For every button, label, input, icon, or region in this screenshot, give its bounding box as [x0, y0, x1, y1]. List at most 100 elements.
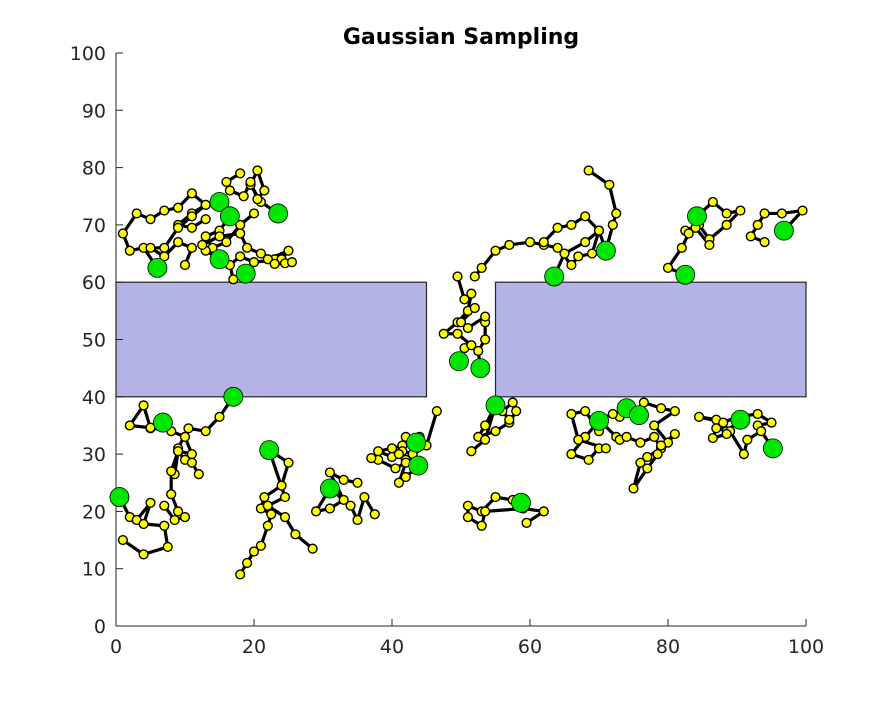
sample-point: [469, 302, 480, 314]
sample-point: [642, 463, 653, 474]
sample-point: [649, 420, 660, 431]
sample-point: [242, 557, 253, 569]
sample-point: [193, 469, 204, 480]
seed-point: [209, 249, 230, 270]
sample-point: [507, 397, 518, 408]
sample-point: [490, 426, 501, 437]
y-tick-label: 70: [82, 215, 106, 237]
sample-point: [480, 311, 491, 322]
sample-point: [369, 509, 380, 520]
sample-point: [611, 208, 622, 219]
sample-point: [524, 236, 536, 248]
sample-point: [583, 165, 594, 176]
sample-point: [221, 176, 232, 188]
sample-point: [173, 222, 184, 233]
sample-point: [338, 474, 349, 485]
sample-point: [652, 449, 663, 460]
sample-point: [504, 414, 515, 425]
sample-point: [186, 222, 198, 233]
sample-point: [166, 489, 177, 500]
sample-point: [642, 451, 653, 463]
sample-point: [352, 514, 363, 526]
sample-point: [469, 271, 480, 282]
sample-point: [235, 228, 246, 239]
sample-point: [538, 506, 549, 517]
sample-point: [400, 471, 411, 483]
sample-point: [566, 408, 577, 420]
sample-point: [480, 506, 491, 517]
sample-point: [262, 500, 273, 511]
sample-point: [259, 491, 270, 503]
y-tick-label: 60: [82, 272, 106, 294]
y-tick-label: 90: [82, 100, 106, 122]
seed-point: [589, 410, 609, 431]
x-tick-label: 100: [788, 636, 824, 658]
sample-point: [776, 208, 787, 219]
seed-point: [147, 257, 168, 278]
sample-point: [117, 534, 129, 546]
sample-point: [138, 549, 149, 560]
sample-point: [252, 165, 263, 176]
sample-point: [752, 219, 763, 231]
sample-point: [586, 248, 598, 259]
sample-point: [276, 480, 287, 491]
sample-point: [373, 446, 384, 457]
sample-point: [649, 431, 660, 443]
sample-point: [593, 225, 605, 236]
sample-point: [179, 259, 191, 271]
sample-point: [766, 417, 777, 428]
sample-point: [738, 449, 750, 460]
sample-point: [166, 466, 177, 477]
sample-point: [186, 242, 198, 253]
sample-point: [480, 420, 491, 431]
y-tick-label: 40: [82, 387, 106, 409]
x-tick-label: 40: [380, 636, 404, 658]
sample-point: [721, 428, 732, 440]
sample-point: [255, 248, 267, 259]
sample-point: [628, 483, 639, 494]
sample-point: [635, 457, 646, 468]
sample-point: [455, 317, 467, 328]
sample-point: [583, 454, 594, 465]
sample-point: [366, 453, 377, 464]
y-tick-label: 10: [82, 559, 106, 581]
sample-point: [279, 491, 291, 503]
sample-point: [173, 202, 184, 213]
x-tick-label: 60: [518, 636, 542, 658]
sample-point: [462, 512, 474, 523]
sample-point: [393, 477, 405, 488]
sample-point: [538, 236, 549, 248]
sample-point: [683, 228, 694, 239]
seed-point: [209, 192, 230, 212]
sample-point: [352, 477, 363, 488]
sample-point: [286, 257, 298, 268]
sample-point: [552, 222, 563, 233]
sample-point: [607, 219, 618, 231]
sample-point: [580, 236, 591, 248]
seed-point: [235, 263, 256, 284]
y-tick-label: 50: [82, 330, 106, 352]
sample-point: [200, 231, 211, 242]
seed-point: [730, 409, 751, 430]
seed-point: [408, 455, 429, 476]
sample-points: [117, 165, 808, 580]
sample-point: [235, 569, 246, 580]
sample-point: [159, 500, 170, 511]
sample-point: [200, 199, 211, 210]
sample-point: [466, 446, 477, 457]
seed-point: [511, 492, 531, 513]
sample-point: [252, 194, 263, 205]
sample-point: [245, 176, 256, 188]
sample-point: [452, 328, 463, 339]
seed-point: [687, 206, 707, 227]
sample-point: [197, 239, 208, 251]
sample-point: [721, 219, 732, 231]
x-tick-label: 0: [110, 636, 122, 658]
sample-point: [669, 428, 681, 440]
seed-point: [470, 358, 491, 379]
sample-point: [124, 245, 135, 256]
seed-point: [596, 240, 616, 261]
sample-point: [490, 491, 501, 503]
seed-point: [268, 203, 289, 224]
